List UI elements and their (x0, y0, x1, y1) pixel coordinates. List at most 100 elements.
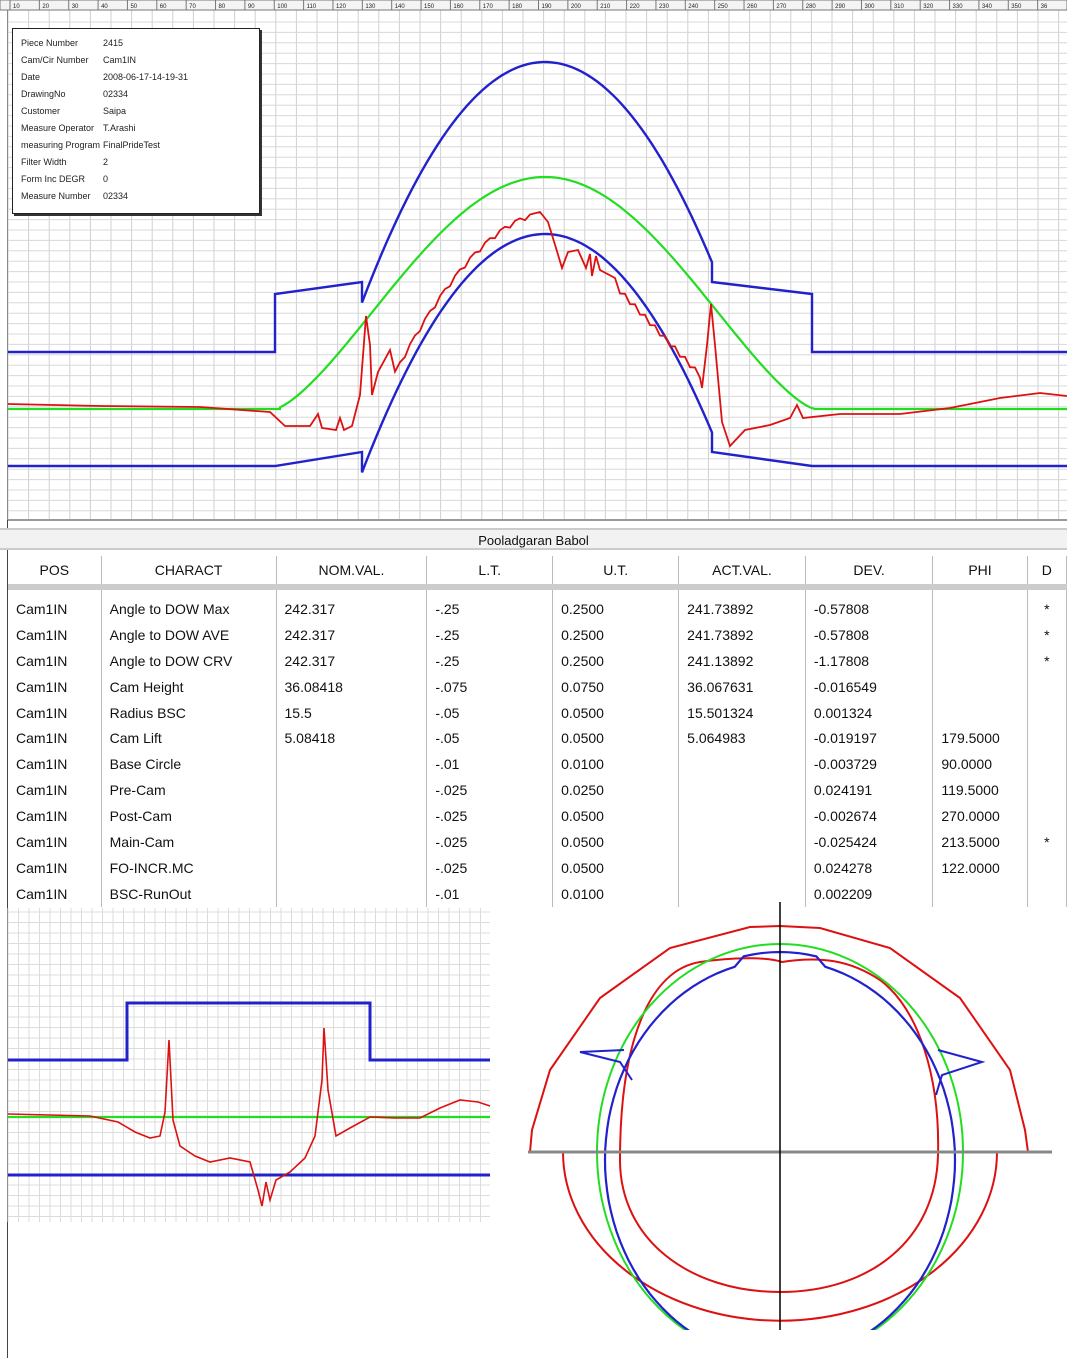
x-tick-label: 210 (600, 4, 611, 10)
x-tick-label: 320 (923, 4, 934, 10)
table-cell: 122.0000 (932, 854, 1028, 881)
table-cell: Pre-Cam (101, 777, 277, 804)
table-cell: Cam1IN (8, 803, 102, 830)
table-cell: Angle to DOW AVE (101, 621, 277, 648)
table-cell: 0.0100 (552, 751, 680, 778)
table-cell (678, 854, 806, 881)
table-cell: 242.317 (276, 587, 428, 622)
table-row: Cam1IN FO-INCR.MC -.025 0.0500 0.024278 122.0… (8, 854, 1067, 881)
info-value: 02334 (103, 191, 129, 201)
table-cell: -1.17808 (805, 647, 934, 674)
info-label: Filter Width (21, 157, 67, 167)
x-tick-label: 80 (219, 4, 226, 10)
x-tick-label: 350 (1011, 4, 1022, 10)
x-tick-label: 340 (982, 4, 993, 10)
x-tick-label: 220 (630, 4, 641, 10)
table-cell (276, 854, 428, 881)
info-row: Measure Number 02334 (21, 188, 259, 205)
table-cell (932, 647, 1028, 674)
column-header: U.T. (552, 556, 680, 590)
table-cell: 5.08418 (276, 725, 428, 752)
company-title: Pooladgaran Babol (0, 528, 1067, 550)
table-cell: 0.024278 (805, 854, 934, 881)
info-label: Measure Number (21, 191, 91, 201)
table-cell: 241.73892 (678, 621, 806, 648)
inner-tolerance (618, 957, 940, 1294)
x-tick-label: 330 (953, 4, 964, 10)
table-cell: * (1027, 647, 1067, 674)
info-row: measuring Program FinalPrideTest (21, 137, 259, 154)
table-cell: 36.08418 (276, 673, 428, 700)
table-cell: 15.501324 (678, 699, 806, 726)
table-cell: 15.5 (276, 699, 428, 726)
table-cell: -0.025424 (805, 829, 934, 855)
measured-spike-left (579, 1049, 633, 1081)
x-tick-label: 280 (806, 4, 817, 10)
x-tick-label: 170 (483, 4, 494, 10)
table-cell (276, 751, 428, 778)
table-cell (1027, 803, 1067, 830)
table-cell (276, 829, 428, 855)
table-cell: Angle to DOW CRV (101, 647, 277, 674)
table-cell: -.05 (426, 725, 554, 752)
results-table: POS CHARACT NOM.VAL. L.T. U.T. ACT.VAL. DEV. PH… (8, 556, 1067, 907)
table-cell: -0.57808 (805, 587, 934, 622)
column-header: D (1027, 556, 1067, 590)
table-cell (678, 777, 806, 804)
table-cell (276, 803, 428, 830)
table-cell: * (1027, 621, 1067, 648)
x-tick-label: 310 (894, 4, 905, 10)
x-tick-label: 260 (747, 4, 758, 10)
x-tick-label: 240 (688, 4, 699, 10)
outer-tolerance-top (529, 924, 1030, 1153)
info-value: T.Arashi (103, 123, 136, 133)
info-value: Cam1IN (103, 55, 137, 65)
table-cell: 0.0500 (552, 803, 680, 830)
table-cell: Cam1IN (8, 751, 102, 778)
x-tick-label: 150 (424, 4, 435, 10)
table-cell: * (1027, 587, 1067, 622)
table-cell (932, 673, 1028, 700)
table-cell: Cam1IN (8, 587, 102, 622)
x-tick-label: 90 (248, 4, 255, 10)
table-cell: 242.317 (276, 647, 428, 674)
x-tick-label: 36 (1041, 4, 1048, 10)
info-label: Customer (21, 106, 61, 116)
table-cell: 5.064983 (678, 725, 806, 752)
table-cell (1027, 673, 1067, 700)
table-cell (678, 880, 806, 907)
table-cell: 0.0500 (552, 699, 680, 726)
results-section: Pooladgaran Babol POS CHARACT NOM.VAL. L.T.… (0, 528, 1067, 907)
column-header: ACT.VAL. (678, 556, 806, 590)
table-cell: 0.2500 (552, 621, 680, 648)
table-row: Cam1IN Radius BSC 15.5 -.05 0.0500 15.501324 0… (8, 699, 1067, 726)
table-cell: -.05 (426, 699, 554, 726)
table-cell: Cam1IN (8, 673, 102, 700)
table-cell (932, 699, 1028, 726)
table-cell (932, 621, 1028, 648)
table-cell: -.01 (426, 751, 554, 778)
table-cell (1027, 777, 1067, 804)
table-cell: Cam Height (101, 673, 277, 700)
table-cell: Cam1IN (8, 725, 102, 752)
table-cell: Cam1IN (8, 699, 102, 726)
table-cell (932, 587, 1028, 622)
table-cell (932, 880, 1028, 907)
measured-spike-right (935, 1049, 986, 1096)
table-cell: -.25 (426, 647, 554, 674)
table-cell: 0.0500 (552, 854, 680, 881)
info-row: DrawingNo 02334 (21, 86, 259, 103)
info-row: Filter Width 2 (21, 154, 259, 171)
x-tick-label: 120 (336, 4, 347, 10)
deviation-detail-svg (7, 908, 491, 1222)
info-row: Piece Number 2415 (21, 35, 259, 52)
measured-line (7, 1027, 491, 1207)
table-cell: Base Circle (101, 751, 277, 778)
table-cell: -0.003729 (805, 751, 934, 778)
table-body: Cam1IN Angle to DOW Max 242.317 -.25 0.2500 2… (8, 587, 1067, 907)
table-cell: Cam1IN (8, 777, 102, 804)
table-cell: 0.0500 (552, 829, 680, 855)
lower-tolerance-line (8, 232, 1067, 473)
info-label: Measure Operator (21, 123, 95, 133)
info-label: Date (21, 72, 41, 82)
